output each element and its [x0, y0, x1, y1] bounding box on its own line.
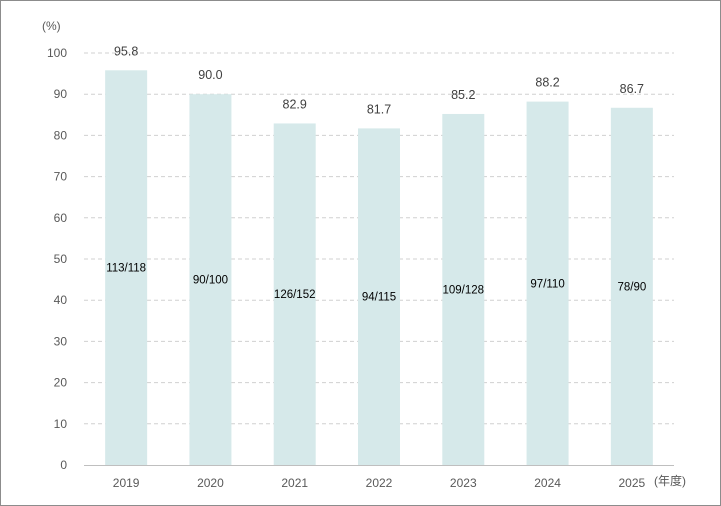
value-label: 88.2 — [535, 76, 559, 90]
y-tick-label: 60 — [54, 211, 68, 225]
x-tick-label: 2022 — [366, 476, 393, 490]
count-label: 78/90 — [617, 281, 646, 293]
y-tick-label: 0 — [60, 458, 67, 472]
y-tick-label: 10 — [54, 417, 68, 431]
bar — [358, 128, 400, 465]
value-label: 82.9 — [283, 97, 307, 111]
x-tick-label: 2025 — [619, 476, 646, 490]
x-axis-ticks: 2019 2020 2021 2022 2023 2024 2025 — [113, 476, 646, 490]
bar — [189, 94, 232, 465]
count-label: 94/115 — [362, 292, 396, 304]
x-tick-label: 2023 — [450, 476, 477, 490]
x-tick-label: 2019 — [113, 476, 140, 490]
bar — [610, 107, 653, 466]
count-label: 113/118 — [106, 263, 146, 275]
bars — [105, 70, 653, 466]
y-tick-label: 70 — [54, 170, 68, 184]
bar — [273, 123, 316, 466]
value-label: 90.0 — [198, 68, 222, 82]
y-tick-label: 90 — [54, 87, 68, 101]
x-unit-label: (年度) — [654, 473, 686, 488]
y-axis-ticks: 0 10 20 30 40 50 60 70 80 90 100 — [47, 46, 67, 472]
y-tick-label: 20 — [54, 376, 68, 390]
y-tick-label: 80 — [54, 128, 68, 142]
data-labels: 95.8 113/118 90.0 90/100 82.9 126/152 81.7 94/1… — [106, 44, 646, 303]
y-unit-label: (%) — [42, 19, 61, 33]
value-label: 81.7 — [367, 102, 391, 116]
y-tick-label: 40 — [54, 293, 68, 307]
x-tick-label: 2021 — [281, 476, 308, 490]
bar — [105, 70, 148, 465]
x-tick-label: 2024 — [534, 476, 561, 490]
bar — [442, 113, 485, 465]
y-tick-label: 50 — [54, 252, 68, 266]
value-label: 95.8 — [114, 44, 138, 58]
count-label: 90/100 — [193, 275, 228, 287]
bar — [526, 101, 569, 465]
count-label: 109/128 — [442, 284, 484, 296]
value-label: 85.2 — [451, 88, 475, 102]
count-label: 97/110 — [530, 278, 564, 290]
y-tick-label: 30 — [54, 334, 68, 348]
value-label: 86.7 — [620, 82, 644, 96]
y-tick-label: 100 — [47, 46, 67, 60]
x-tick-label: 2020 — [197, 476, 224, 490]
count-label: 126/152 — [274, 289, 316, 301]
